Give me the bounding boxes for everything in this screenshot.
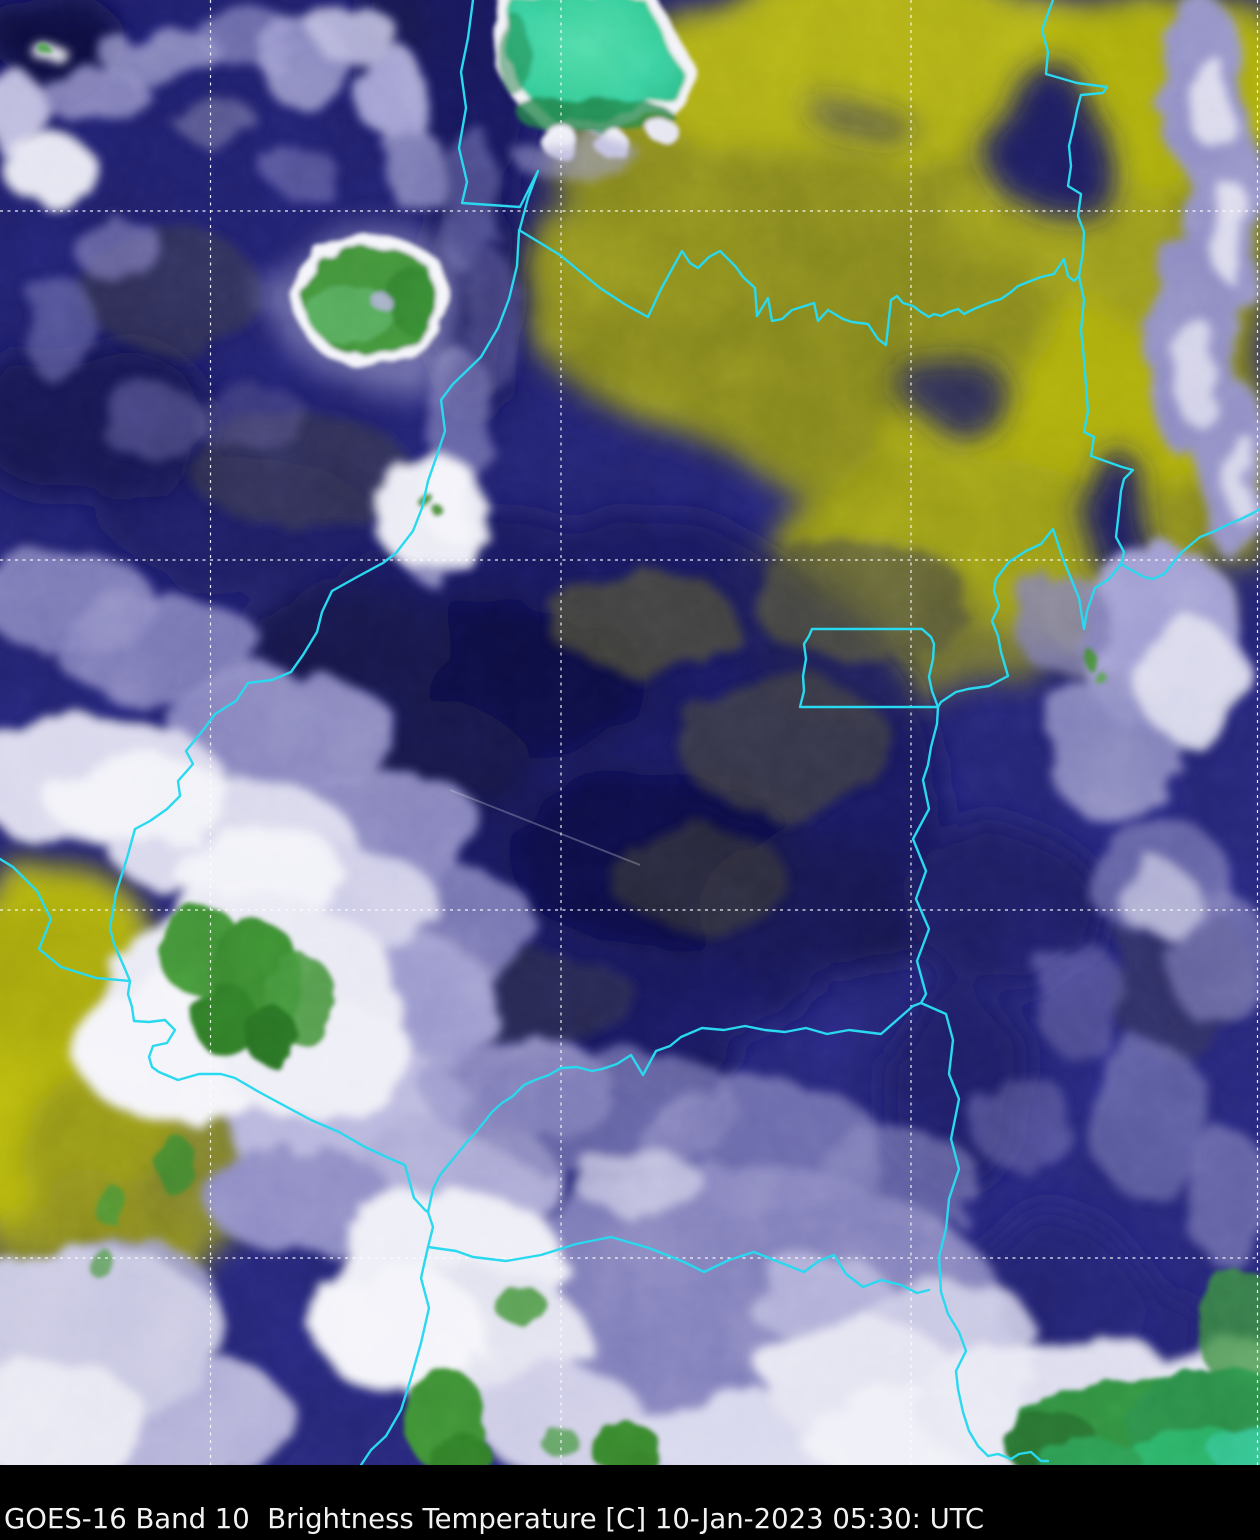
border-west-left-edge-spur [0, 857, 132, 983]
border-river-west-and-southwest-border [108, 0, 540, 1465]
texture-noise-fine [0, 0, 1260, 1465]
border-border-south-to-bottom-edge [919, 1001, 1050, 1463]
border-river-east [1040, 0, 1135, 566]
border-east-junction-sw-branch-to-box [936, 527, 1123, 709]
satellite-image [0, 0, 1260, 1465]
satellite-ir-scene [0, 0, 1260, 1465]
border-central-east-west-border [517, 228, 1081, 347]
graticule-group [0, 0, 1260, 1465]
border-east-junction-ene-branch [1119, 507, 1260, 581]
border-border-box-to-south-junction [426, 705, 940, 1214]
caption-bar: GOES-16 Band 10 Brightness Temperature [… [0, 1465, 1260, 1540]
country-border-group [0, 0, 1260, 1465]
border-south-junction-east-border [426, 1235, 931, 1295]
caption-text: GOES-16 Band 10 Brightness Temperature [… [4, 1502, 985, 1535]
